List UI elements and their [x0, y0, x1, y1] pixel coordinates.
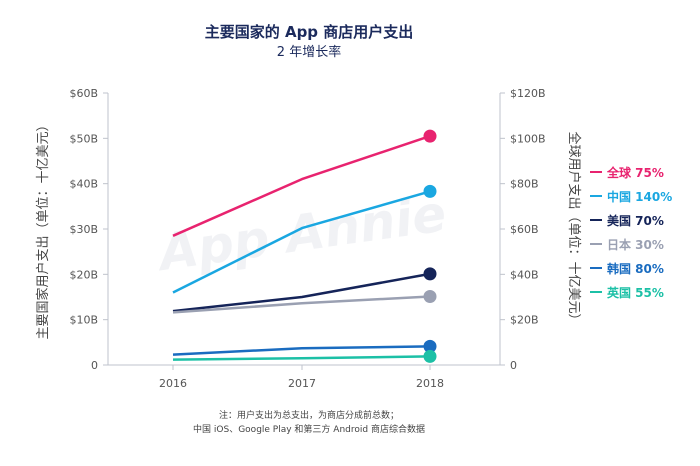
- left-axis-tick-label: $20B: [69, 268, 98, 281]
- legend-item: 中国 140%: [590, 184, 700, 208]
- left-axis-tick-label: $40B: [69, 178, 98, 191]
- right-axis-tick-label: 0: [510, 359, 517, 372]
- right-axis-title: 全球用户支出（单位：十亿美元）: [566, 131, 582, 326]
- legend-label: 中国 140%: [607, 189, 673, 204]
- left-axis-tick-label: 0: [91, 359, 98, 372]
- series-line: [172, 295, 431, 314]
- x-axis-tick-label: 2016: [159, 377, 187, 390]
- legend-swatch: [590, 219, 602, 221]
- series-endpoint: [423, 339, 437, 353]
- left-axis-tick-label: $10B: [69, 314, 98, 327]
- right-axis-tick-label: $40B: [510, 268, 539, 281]
- right-axis-tick-label: $100B: [510, 132, 546, 145]
- legend-label: 日本 30%: [607, 237, 664, 252]
- left-axis-tick-label: $30B: [69, 223, 98, 236]
- x-axis-tick-label: 2018: [416, 377, 444, 390]
- right-axis-tick-label: $60B: [510, 223, 539, 236]
- left-axis-tick-label: $60B: [69, 87, 98, 100]
- chart-header: 主要国家的 App 商店用户支出 2 年增长率: [0, 22, 618, 62]
- series-line: [172, 190, 431, 294]
- legend-item: 日本 30%: [590, 232, 700, 256]
- series-line: [172, 355, 431, 361]
- legend-item: 美国 70%: [590, 208, 700, 232]
- legend-label: 美国 70%: [607, 213, 664, 228]
- series-endpoint: [423, 129, 437, 143]
- right-axis-tick-label: $80B: [510, 178, 539, 191]
- legend-swatch: [590, 195, 602, 197]
- series-endpoint: [423, 349, 437, 363]
- left-axis-tick-label: $50B: [69, 132, 98, 145]
- series-line: [172, 272, 431, 313]
- series-endpoint: [423, 267, 437, 281]
- series-endpoint: [423, 290, 437, 303]
- legend-label: 韩国 80%: [607, 261, 664, 276]
- legend-item: 英国 55%: [590, 280, 700, 304]
- footnote: 注：用户支出为总支出，为商店分成前总数； 中国 iOS、Google Play …: [0, 409, 618, 437]
- series-endpoint: [423, 184, 437, 198]
- chart-legend: 全球 75% 中国 140% 美国 70% 日本 30% 韩国 80% 英国 55%: [590, 160, 700, 304]
- chart-subtitle: 2 年增长率: [276, 45, 342, 60]
- series-line: [172, 134, 431, 237]
- right-axis-tick-label: $20B: [510, 314, 539, 327]
- chart-title: 主要国家的 App 商店用户支出: [204, 23, 414, 41]
- series-line: [172, 345, 431, 356]
- legend-item: 韩国 80%: [590, 256, 700, 280]
- legend-label: 英国 55%: [607, 285, 664, 300]
- footnote-line-2: 中国 iOS、Google Play 和第三方 Android 商店综合数据: [193, 425, 425, 435]
- legend-swatch: [590, 291, 602, 293]
- legend-item: 全球 75%: [590, 160, 700, 184]
- x-axis-tick-label: 2017: [288, 377, 316, 390]
- left-axis-title: 主要国家用户支出（单位：十亿美元）: [35, 118, 51, 339]
- legend-swatch: [590, 171, 602, 173]
- right-axis-tick-label: $120B: [510, 87, 546, 100]
- legend-label: 全球 75%: [607, 165, 664, 180]
- legend-swatch: [590, 267, 602, 269]
- footnote-line-1: 注：用户支出为总支出，为商店分成前总数；: [218, 411, 399, 421]
- legend-swatch: [590, 243, 602, 245]
